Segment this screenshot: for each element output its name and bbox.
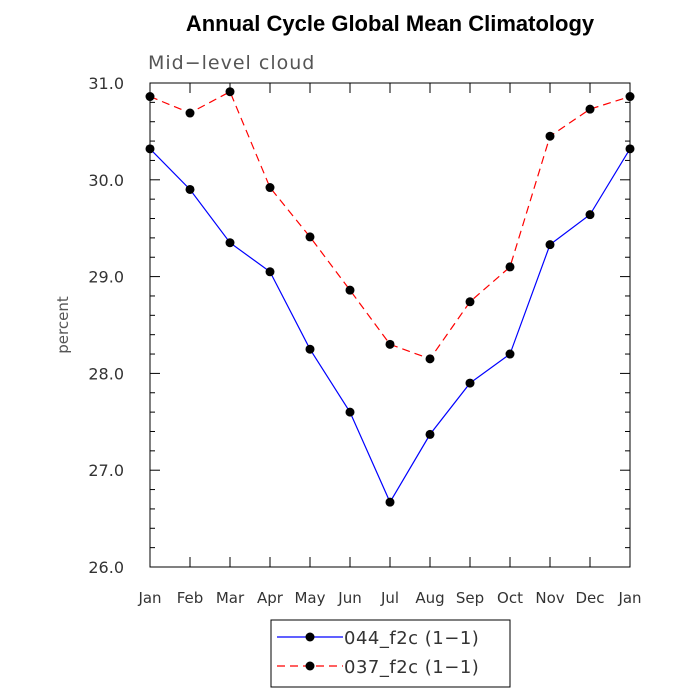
data-point [545,131,555,141]
data-point [425,429,435,439]
data-point [345,285,355,295]
legend-label: 044_f2c (1−1) [344,628,479,649]
chart-title: Annual Cycle Global Mean Climatology [186,11,595,36]
x-tick-label: Apr [257,589,284,607]
x-tick-label: Mar [216,589,245,607]
data-point [505,262,515,272]
data-point [305,344,315,354]
data-point [465,378,475,388]
series-line [149,90,631,360]
series-1 [145,144,635,507]
series-layer [145,87,635,507]
series-2 [145,87,635,364]
x-tick-label: May [294,589,325,607]
legend-marker [305,632,315,642]
data-point [385,497,395,507]
data-point [585,210,595,220]
data-point [585,104,595,114]
data-point [505,349,515,359]
data-point [545,240,555,250]
axis-ticks [149,82,631,568]
legend-items: 044_f2c (1−1) 037_f2c (1−1) [277,628,479,678]
data-point [385,339,395,349]
x-tick-label: Jan [617,589,641,607]
legend: 044_f2c (1−1) 037_f2c (1−1) [270,619,511,688]
data-point [265,267,275,277]
data-point [265,183,275,193]
y-tick-label: 28.0 [88,364,124,383]
y-tick-label: 26.0 [88,558,124,577]
y-tick-labels: 26.0 27.0 28.0 29.0 30.0 31.0 [88,74,124,577]
x-tick-label: Dec [575,589,604,607]
y-axis-label: percent [54,296,72,354]
x-tick-labels: Jan Feb Mar Apr May Jun Jul Aug Sep Oct Nov Dec Jan [137,589,641,607]
data-point [465,297,475,307]
legend-item-1: 044_f2c (1−1) [277,628,479,649]
x-tick-label: Oct [497,589,523,607]
data-point [225,238,235,248]
x-tick-label: Jan [137,589,161,607]
data-point [425,354,435,364]
data-point [185,108,195,118]
plot-frame [149,82,631,568]
data-point [625,92,635,102]
y-tick-label: 27.0 [88,461,124,480]
y-tick-label: 31.0 [88,74,124,93]
data-point [625,144,635,154]
data-point [305,232,315,242]
data-point [345,407,355,417]
x-tick-label: Aug [415,589,444,607]
data-point [145,92,155,102]
legend-marker [305,661,315,671]
x-tick-label: Sep [456,589,484,607]
x-tick-label: Feb [177,589,204,607]
x-tick-label: Nov [535,589,564,607]
x-tick-label: Jun [337,589,361,607]
series-line [149,148,631,504]
legend-item-2: 037_f2c (1−1) [277,657,479,678]
y-tick-label: 29.0 [88,268,124,287]
data-point [225,87,235,97]
data-point [185,184,195,194]
x-tick-label: Jul [380,589,399,607]
data-point [145,144,155,154]
legend-box [270,619,511,688]
legend-label: 037_f2c (1−1) [344,657,479,678]
y-tick-label: 30.0 [88,171,124,190]
chart-subtitle: Mid−level cloud [148,52,315,74]
